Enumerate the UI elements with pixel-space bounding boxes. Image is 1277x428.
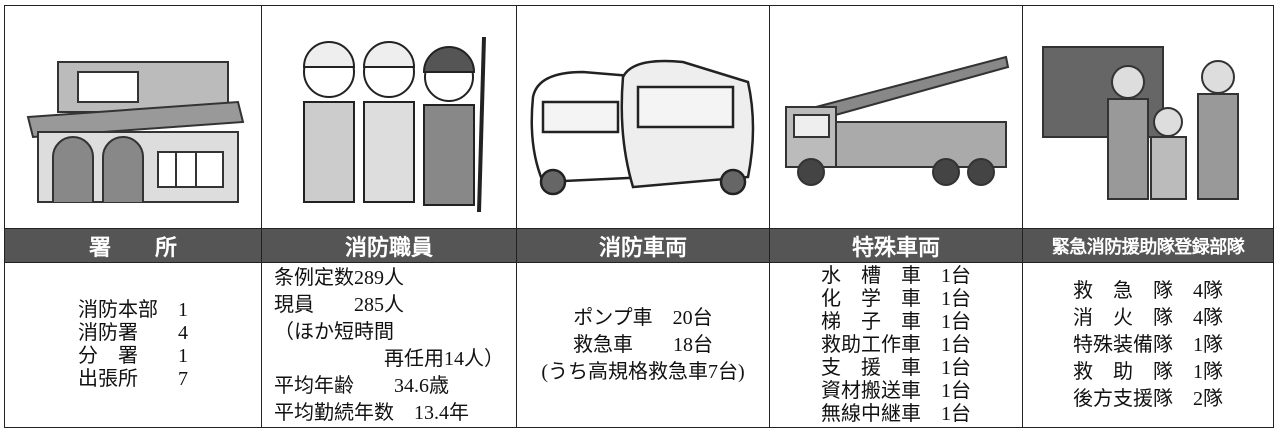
content-line: 消防本部 1 [78,299,188,321]
illustration-cell [516,5,770,229]
column-content: 水 槽 車 1台化 学 車 1台梯 子 車 1台 救助工作車 1台支 援 車 1台… [769,262,1023,428]
line-group: ポンプ車 20台 救急車 18台 (うち高規格救急車7台) [541,305,744,386]
illustration-cell [4,5,262,229]
illustration-cell [261,5,517,229]
station-illustration [26,61,245,203]
content-line: 化 学 車 1台 [821,287,971,310]
content-line: 条例定数289人 [274,267,404,289]
column-header: 消防車両 [516,228,770,263]
content-line: 現員 285人 [274,294,404,316]
column-content: 救 急 隊 4隊消 火 隊 4隊 特殊装備隊 1隊救 助 隊 1隊 後方支援隊 2隊 [1022,262,1274,428]
content-line: 平均年齢 34.6歳 [274,375,449,397]
column-header: 署 所 [4,228,262,263]
staff-illustration [302,36,486,213]
content-line: 救助工作車 1台 [821,333,971,356]
illustration-cell [1022,5,1274,229]
header-row: 署 所消防職員 消防車両 特殊車両 緊急消防援助隊登録部隊 [4,228,1274,263]
content-line: 救 助 隊 1隊 [1073,360,1223,383]
line-group: 救 急 隊 4隊消 火 隊 4隊 特殊装備隊 1隊救 助 隊 1隊 後方支援隊 2隊 [1073,278,1223,413]
content-line: 無線中継車 1台 [821,402,971,425]
content-line: 支 援 車 1台 [821,356,971,379]
column-header: 緊急消防援助隊登録部隊 [1022,228,1274,263]
content-line: 分 署 1 [78,345,188,367]
content-line: （ほか短時間 [274,321,394,343]
content-line: (うち高規格救急車7台) [541,360,745,383]
column-header: 特殊車両 [769,228,1023,263]
illustration-row [4,5,1274,229]
line-group: 水 槽 車 1台化 学 車 1台梯 子 車 1台 救助工作車 1台支 援 車 1台… [821,265,971,426]
content-line: 資材搬送車 1台 [821,379,971,402]
content-line: 水 槽 車 1台 [821,264,971,287]
rescue-team-illustration [1042,46,1239,200]
content-line: 救急車 18台 [572,333,713,356]
column-content: 条例定数289人 現員 285人 （ほか短時間再任用14人） 平均年齢 34.6歳 平均… [261,262,517,428]
content-line: 救 急 隊 4隊 [1073,279,1223,302]
content-line: 再任用14人） [384,348,504,370]
content-line: 消防署 4 [78,322,188,344]
column-header: 消防職員 [261,228,517,263]
content-line: 出張所 7 [78,368,188,390]
ladder-truck-illustration [785,55,1010,186]
line-group: 条例定数289人 現員 285人 （ほか短時間再任用14人） 平均年齢 34.6歳 平均… [274,265,504,427]
content-line: 梯 子 車 1台 [821,310,971,333]
content-line: ポンプ車 20台 [573,306,713,329]
illustration-cell [769,5,1023,229]
column-content: ポンプ車 20台 救急車 18台 (うち高規格救急車7台) [516,262,770,428]
content-line: 平均勤続年数 13.4年 [274,402,469,424]
content-line: 消 火 隊 4隊 [1073,306,1223,329]
content-line: 特殊装備隊 1隊 [1073,333,1223,356]
content-line: 後方支援隊 2隊 [1073,387,1223,410]
vehicle-illustration [530,59,755,196]
